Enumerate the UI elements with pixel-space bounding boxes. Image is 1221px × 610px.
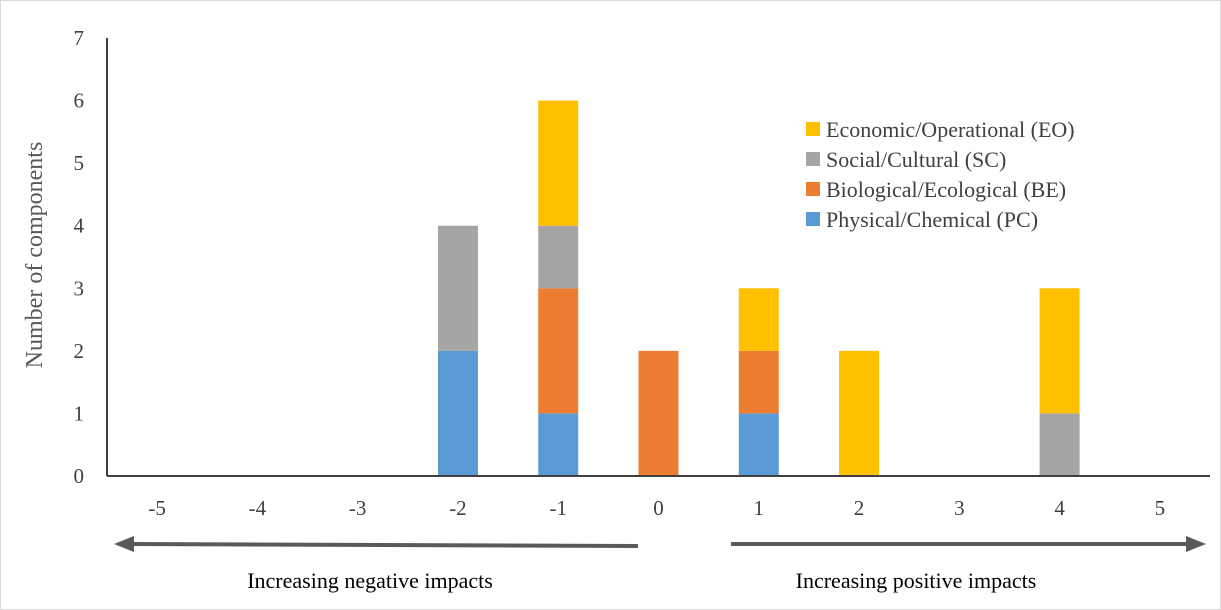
bar-social-cultural-sc-1 bbox=[538, 225, 579, 289]
x-tick-labels: -5 -4 -3 -2 -1 0 1 2 3 4 5 bbox=[148, 496, 1165, 520]
legend-swatch-social-cultural-sc bbox=[806, 152, 820, 166]
bar-social-cultural-sc-2 bbox=[437, 225, 478, 351]
x-tick-0: 0 bbox=[653, 496, 664, 520]
negative-arrow-label: Increasing negative impacts bbox=[247, 568, 493, 593]
bar-biological-ecological-be-1 bbox=[738, 350, 779, 414]
negative-arrow bbox=[114, 536, 639, 552]
y-axis-label: Number of components bbox=[22, 142, 48, 369]
legend-swatch-economic-operational-eo bbox=[806, 122, 820, 136]
y-tick-labels: 0 1 2 3 4 5 6 7 bbox=[74, 26, 85, 488]
bar-economic-operational-eo-4 bbox=[1039, 288, 1080, 414]
y-tick-1: 1 bbox=[74, 401, 85, 425]
x-tick-4: 4 bbox=[1054, 496, 1065, 520]
positive-arrow-label: Increasing positive impacts bbox=[796, 568, 1037, 593]
bar-physical-chemical-pc-1 bbox=[738, 413, 779, 476]
bar-biological-ecological-be-1 bbox=[538, 288, 579, 414]
y-tick-5: 5 bbox=[74, 151, 85, 175]
x-tick-2: 2 bbox=[854, 496, 865, 520]
bar-economic-operational-eo-1 bbox=[738, 288, 779, 351]
legend: Economic/Operational (EO) Social/Cultural… bbox=[806, 117, 1075, 232]
x-tick-neg2: -2 bbox=[449, 496, 467, 520]
bar-physical-chemical-pc-1 bbox=[538, 413, 579, 476]
x-tick-neg1: -1 bbox=[549, 496, 567, 520]
x-tick-neg3: -3 bbox=[349, 496, 367, 520]
y-tick-0: 0 bbox=[74, 464, 85, 488]
bar-social-cultural-sc-4 bbox=[1039, 413, 1080, 476]
bar-physical-chemical-pc-2 bbox=[437, 350, 478, 476]
x-tick-3: 3 bbox=[954, 496, 965, 520]
bar-biological-ecological-be-0 bbox=[638, 350, 679, 476]
legend-label-social-cultural-sc: Social/Cultural (SC) bbox=[826, 147, 1006, 172]
bar-economic-operational-eo-2 bbox=[839, 350, 880, 476]
legend-swatch-physical-chemical-pc bbox=[806, 212, 820, 226]
x-tick-1: 1 bbox=[754, 496, 765, 520]
x-tick-5: 5 bbox=[1155, 496, 1166, 520]
legend-swatch-biological-ecological-be bbox=[806, 182, 820, 196]
y-tick-7: 7 bbox=[74, 26, 85, 50]
y-tick-6: 6 bbox=[74, 89, 85, 113]
y-tick-4: 4 bbox=[74, 214, 85, 238]
positive-arrow bbox=[731, 536, 1206, 552]
legend-label-physical-chemical-pc: Physical/Chemical (PC) bbox=[826, 207, 1038, 232]
legend-label-biological-ecological-be: Biological/Ecological (BE) bbox=[826, 177, 1066, 202]
y-tick-2: 2 bbox=[74, 339, 85, 363]
x-tick-neg5: -5 bbox=[148, 496, 166, 520]
x-tick-neg4: -4 bbox=[249, 496, 267, 520]
bar-economic-operational-eo-1 bbox=[538, 100, 579, 226]
legend-label-economic-operational-eo: Economic/Operational (EO) bbox=[826, 117, 1075, 142]
y-tick-3: 3 bbox=[74, 276, 85, 300]
bars-group bbox=[437, 100, 1080, 476]
